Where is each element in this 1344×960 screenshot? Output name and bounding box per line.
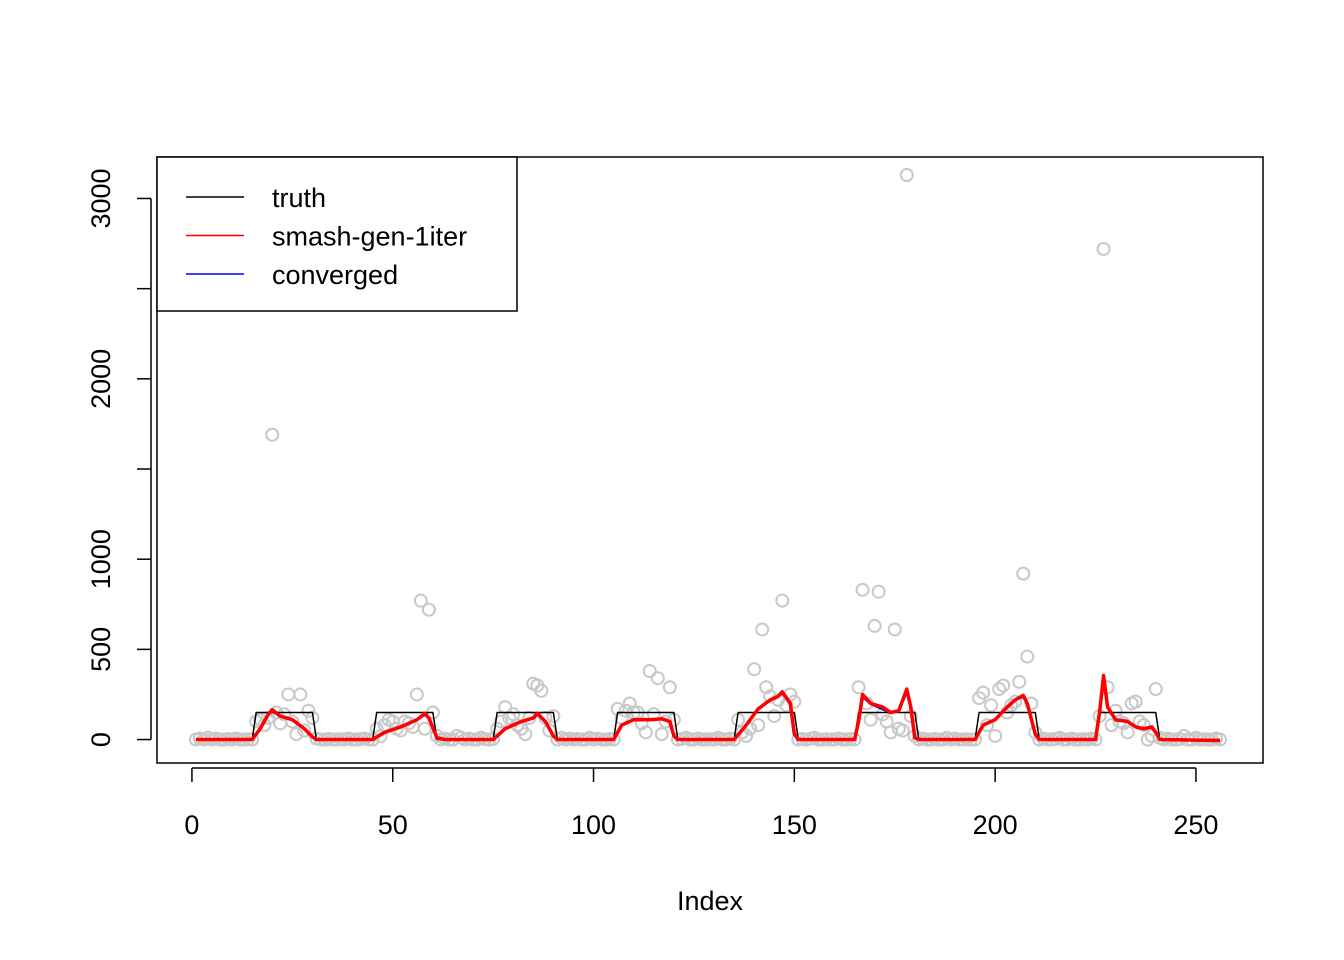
observation-point (855, 582, 870, 597)
observation-point (767, 709, 782, 724)
observation-point (534, 683, 549, 698)
legend-label: smash-gen-1iter (272, 222, 467, 252)
x-axis: 0 50 100 150 200 250 (184, 767, 1218, 840)
observation-point (992, 682, 1007, 697)
x-tick-label: 200 (973, 810, 1018, 840)
observation-point (421, 602, 436, 617)
observation-point (976, 685, 991, 700)
observation-point (988, 728, 1003, 743)
observation-point (429, 728, 444, 743)
observation-point (417, 721, 432, 736)
observation-point (871, 584, 886, 599)
x-tick-label: 100 (571, 810, 616, 840)
y-axis: 0 500 1000 2000 3000 (86, 168, 152, 747)
observation-point (984, 698, 999, 713)
legend: truth smash-gen-1iter converged (156, 156, 518, 312)
legend-label: converged (272, 260, 398, 290)
observation-point (996, 678, 1011, 693)
observation-point (1136, 718, 1151, 733)
observation-point (867, 618, 882, 633)
observation-point (775, 593, 790, 608)
observation-point (289, 727, 304, 742)
legend-box (156, 156, 518, 312)
x-tick-label: 250 (1173, 810, 1218, 840)
observation-point (851, 680, 866, 695)
observation-point (518, 727, 533, 742)
observation-point (401, 716, 416, 731)
observation-point (1120, 725, 1135, 740)
observation-point (1096, 241, 1111, 256)
y-tick-label: 0 (86, 732, 116, 747)
legend-label: truth (272, 183, 326, 213)
observation-point (409, 687, 424, 702)
observation-point (658, 714, 673, 729)
observation-point (1004, 698, 1019, 713)
observation-point (1020, 649, 1035, 664)
observation-point (650, 671, 665, 686)
observation-point (265, 427, 280, 442)
observation-point (297, 723, 312, 738)
x-tick-label: 0 (184, 810, 199, 840)
observation-point (654, 727, 669, 742)
observation-point (863, 712, 878, 727)
observation-point (1016, 566, 1031, 581)
y-tick-label: 3000 (86, 168, 116, 228)
y-tick-label: 2000 (86, 349, 116, 409)
observation-point (1148, 682, 1163, 697)
observation-point (413, 593, 428, 608)
observation-point (755, 622, 770, 637)
observation-point (642, 664, 657, 679)
observation-point (301, 703, 316, 718)
observation-point (293, 687, 308, 702)
observation-point (546, 709, 561, 724)
observation-point (1008, 694, 1023, 709)
observation-point (887, 622, 902, 637)
x-axis-title: Index (677, 886, 744, 916)
observation-point (1012, 674, 1027, 689)
observation-point (1128, 694, 1143, 709)
y-tick-label: 1000 (86, 529, 116, 589)
observation-point (751, 718, 766, 733)
observation-point (285, 714, 300, 729)
observation-point (369, 721, 384, 736)
observation-point (895, 723, 910, 738)
observation-point (735, 725, 750, 740)
observation-point (662, 680, 677, 695)
observation-point (899, 168, 914, 183)
x-tick-label: 150 (772, 810, 817, 840)
observation-point (1024, 696, 1039, 711)
y-tick-label: 500 (86, 627, 116, 672)
observation-point (747, 662, 762, 677)
smash-gen-1iter-line (195, 673, 1221, 743)
series-lines (195, 673, 1221, 743)
observation-point (739, 728, 754, 743)
observation-point (638, 725, 653, 740)
x-tick-label: 50 (378, 810, 408, 840)
plot-frame (156, 156, 1264, 764)
